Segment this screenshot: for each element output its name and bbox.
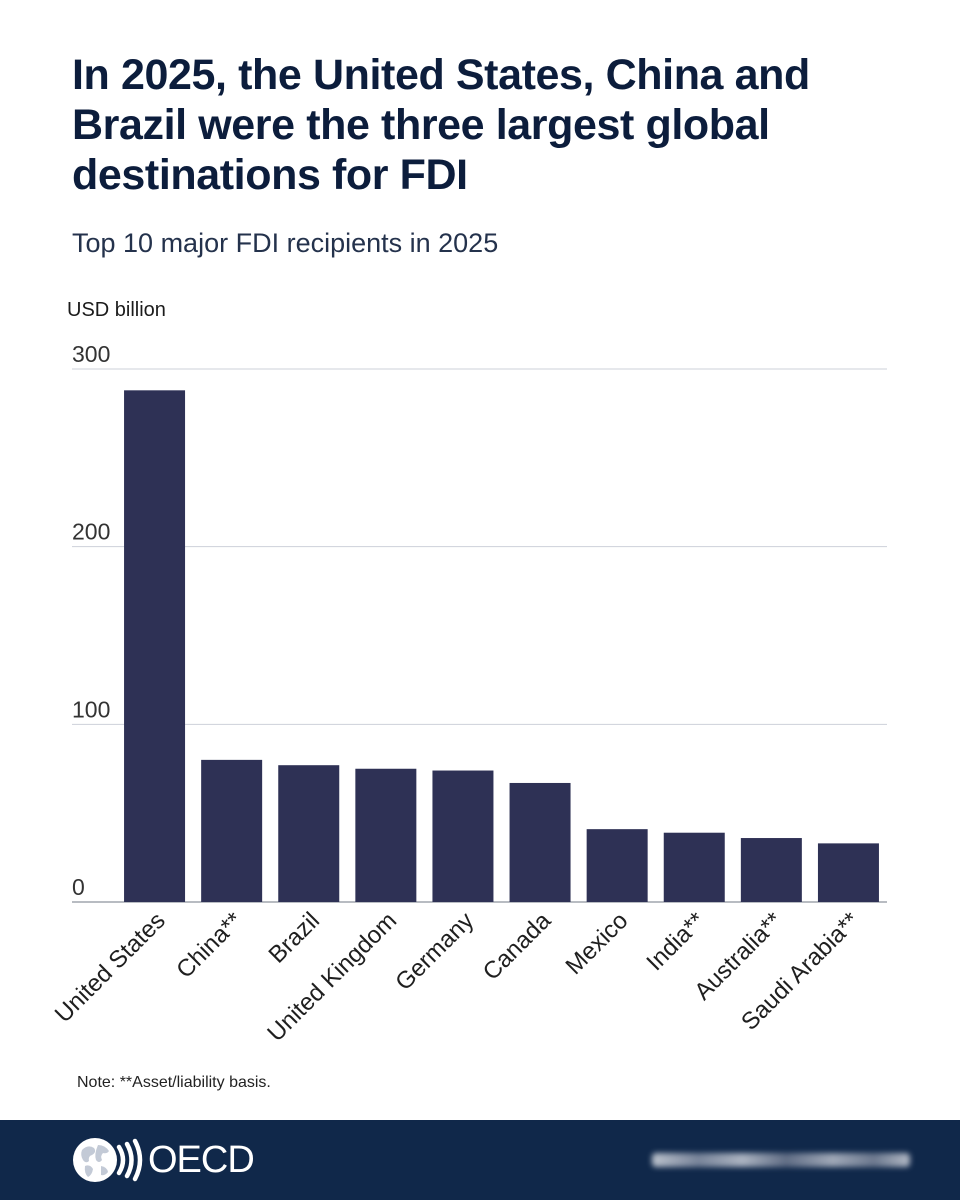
logo-text: OECD [148,1139,255,1181]
y-tick-label-0: 0 [72,874,85,900]
bar-united-states [124,390,186,902]
x-tick-label-mexico: Mexico [561,907,634,980]
bar-australia [740,838,802,902]
x-tick-label-india: India** [641,907,710,976]
bar-united-kingdom [355,768,417,902]
bar-germany [432,770,494,902]
y-tick-label-100: 100 [72,696,110,722]
x-tick-label-canada: Canada [478,907,557,986]
y-tick-label-300: 300 [72,341,110,367]
y-axis-label: USD billion [67,299,166,321]
x-tick-label-brazil: Brazil [263,907,325,969]
oecd-globe-icon [73,1138,143,1182]
bar-china [201,759,263,902]
footer-bar: OECD [0,1120,960,1200]
x-tick-label-united-states: United States [50,907,171,1028]
bar-canada [509,782,571,902]
bar-chart: 0 100 200 300 United States China** BrazilUnit… [50,341,887,1047]
bar-brazil [278,765,340,902]
bar-mexico [586,829,648,902]
chart-title: In 2025, the United States, China and Br… [72,51,810,199]
blurred-source-text [652,1153,910,1167]
x-tick-label-germany: Germany [390,907,479,996]
footnote: Note: **Asset/liability basis. [77,1074,271,1091]
bar-saudi-arabia [817,843,879,902]
x-tick-label-united-kingdom: United Kingdom [262,907,402,1047]
x-tick-label-china: China** [171,907,248,984]
bar-india [663,832,725,902]
y-tick-label-200: 200 [72,519,110,545]
chart-subtitle: Top 10 major FDI recipients in 2025 [72,228,499,258]
